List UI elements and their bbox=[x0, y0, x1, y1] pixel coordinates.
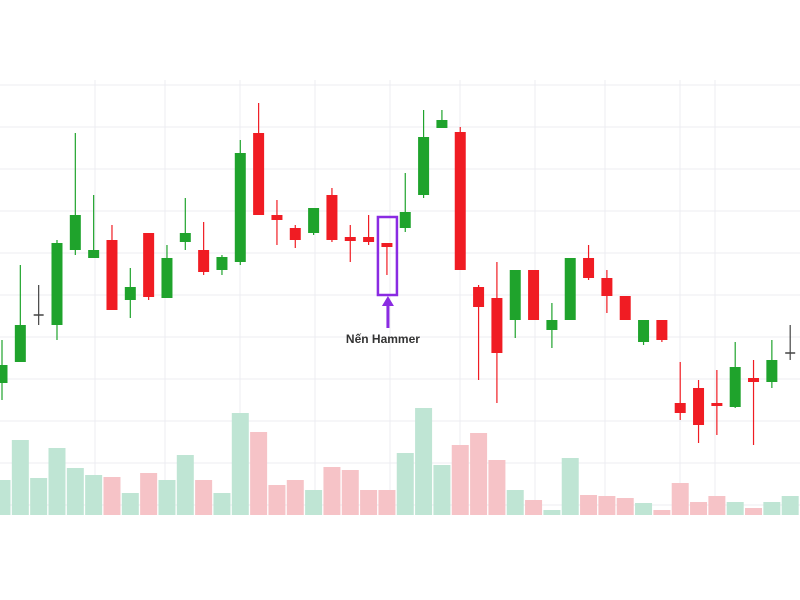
volume-bar bbox=[451, 445, 469, 515]
volume-bar bbox=[250, 432, 268, 515]
volume-bar bbox=[708, 496, 726, 515]
arrow-head bbox=[381, 296, 394, 306]
candle-body bbox=[656, 320, 668, 340]
candle-body bbox=[69, 215, 81, 250]
volume-bar bbox=[433, 465, 451, 515]
candle-body bbox=[674, 403, 686, 413]
volume-bar bbox=[415, 408, 433, 515]
volume-bar bbox=[745, 508, 763, 515]
candle-body bbox=[179, 233, 191, 242]
volume-bar bbox=[470, 433, 488, 515]
volume-bar bbox=[396, 453, 414, 515]
candle-body bbox=[124, 287, 136, 300]
volume-bar bbox=[286, 480, 304, 515]
volume-bar bbox=[121, 493, 139, 515]
volume-bar bbox=[653, 510, 671, 515]
candle-body bbox=[271, 215, 283, 220]
volume-bar bbox=[66, 468, 84, 515]
candle-body bbox=[0, 365, 8, 383]
volume-layer bbox=[0, 408, 799, 515]
candle-body bbox=[436, 120, 448, 128]
volume-bar bbox=[726, 502, 744, 515]
volume-bar bbox=[378, 490, 396, 515]
candle-body bbox=[399, 212, 411, 228]
candle-body bbox=[33, 314, 44, 316]
candle-body bbox=[766, 360, 778, 382]
volume-bar bbox=[360, 490, 378, 515]
candle-body bbox=[161, 258, 173, 298]
candle-body bbox=[528, 270, 540, 320]
volume-bar bbox=[525, 500, 543, 515]
volume-bar bbox=[195, 480, 213, 515]
candle-body bbox=[88, 250, 100, 258]
candle-body bbox=[106, 240, 118, 310]
candle-body bbox=[289, 228, 301, 240]
candle-body bbox=[143, 233, 155, 297]
volume-bar bbox=[140, 473, 158, 515]
candle-body bbox=[564, 258, 576, 320]
candle-body bbox=[711, 403, 723, 406]
volume-bar bbox=[671, 483, 689, 515]
candle-body bbox=[216, 257, 228, 270]
volume-bar bbox=[598, 496, 616, 515]
volume-bar bbox=[213, 493, 231, 515]
candle-body bbox=[638, 320, 650, 342]
candle-body bbox=[418, 137, 430, 195]
candle-body bbox=[198, 250, 210, 272]
volume-bar bbox=[11, 440, 29, 515]
candle-body bbox=[729, 367, 741, 407]
candle-body bbox=[601, 278, 613, 296]
volume-bar bbox=[85, 475, 103, 515]
candle-body bbox=[381, 243, 393, 247]
candle-body bbox=[785, 352, 796, 354]
volume-bar bbox=[341, 470, 359, 515]
candle-body bbox=[344, 237, 356, 241]
candle-layer bbox=[0, 103, 796, 445]
volume-bar bbox=[0, 480, 11, 515]
candle-body bbox=[748, 378, 760, 382]
volume-bar bbox=[616, 498, 634, 515]
candle-body bbox=[308, 208, 320, 233]
volume-bar bbox=[268, 485, 286, 515]
volume-bar bbox=[561, 458, 579, 515]
candle-body bbox=[473, 287, 485, 307]
grid bbox=[0, 80, 800, 515]
volume-bar bbox=[543, 510, 561, 515]
candle-body bbox=[546, 320, 558, 330]
volume-bar bbox=[48, 448, 66, 515]
candle-body bbox=[619, 296, 631, 320]
volume-bar bbox=[158, 480, 176, 515]
candle-body bbox=[583, 258, 595, 278]
volume-bar bbox=[763, 502, 781, 515]
candle-body bbox=[454, 132, 466, 270]
volume-bar bbox=[488, 460, 506, 515]
volume-bar bbox=[305, 490, 323, 515]
candle-body bbox=[693, 388, 705, 425]
volume-bar bbox=[506, 490, 524, 515]
volume-bar bbox=[103, 477, 121, 515]
candle-body bbox=[51, 243, 63, 325]
highlight-box bbox=[376, 215, 399, 297]
candle-body bbox=[491, 298, 503, 353]
annotation-text: Nến Hammer bbox=[346, 332, 420, 346]
candle-body bbox=[326, 195, 338, 240]
volume-bar bbox=[323, 467, 341, 515]
candle-body bbox=[253, 133, 265, 215]
volume-bar bbox=[781, 496, 799, 515]
candle-body bbox=[509, 270, 521, 320]
volume-bar bbox=[30, 478, 48, 515]
candle-body bbox=[234, 153, 246, 262]
volume-bar bbox=[231, 413, 249, 515]
annotation-layer: Nến Hammer bbox=[346, 215, 420, 346]
candle-body bbox=[14, 325, 26, 362]
volume-bar bbox=[580, 495, 598, 515]
volume-bar bbox=[690, 502, 708, 515]
candle-body bbox=[363, 237, 375, 242]
volume-bar bbox=[635, 503, 653, 515]
volume-bar bbox=[176, 455, 194, 515]
